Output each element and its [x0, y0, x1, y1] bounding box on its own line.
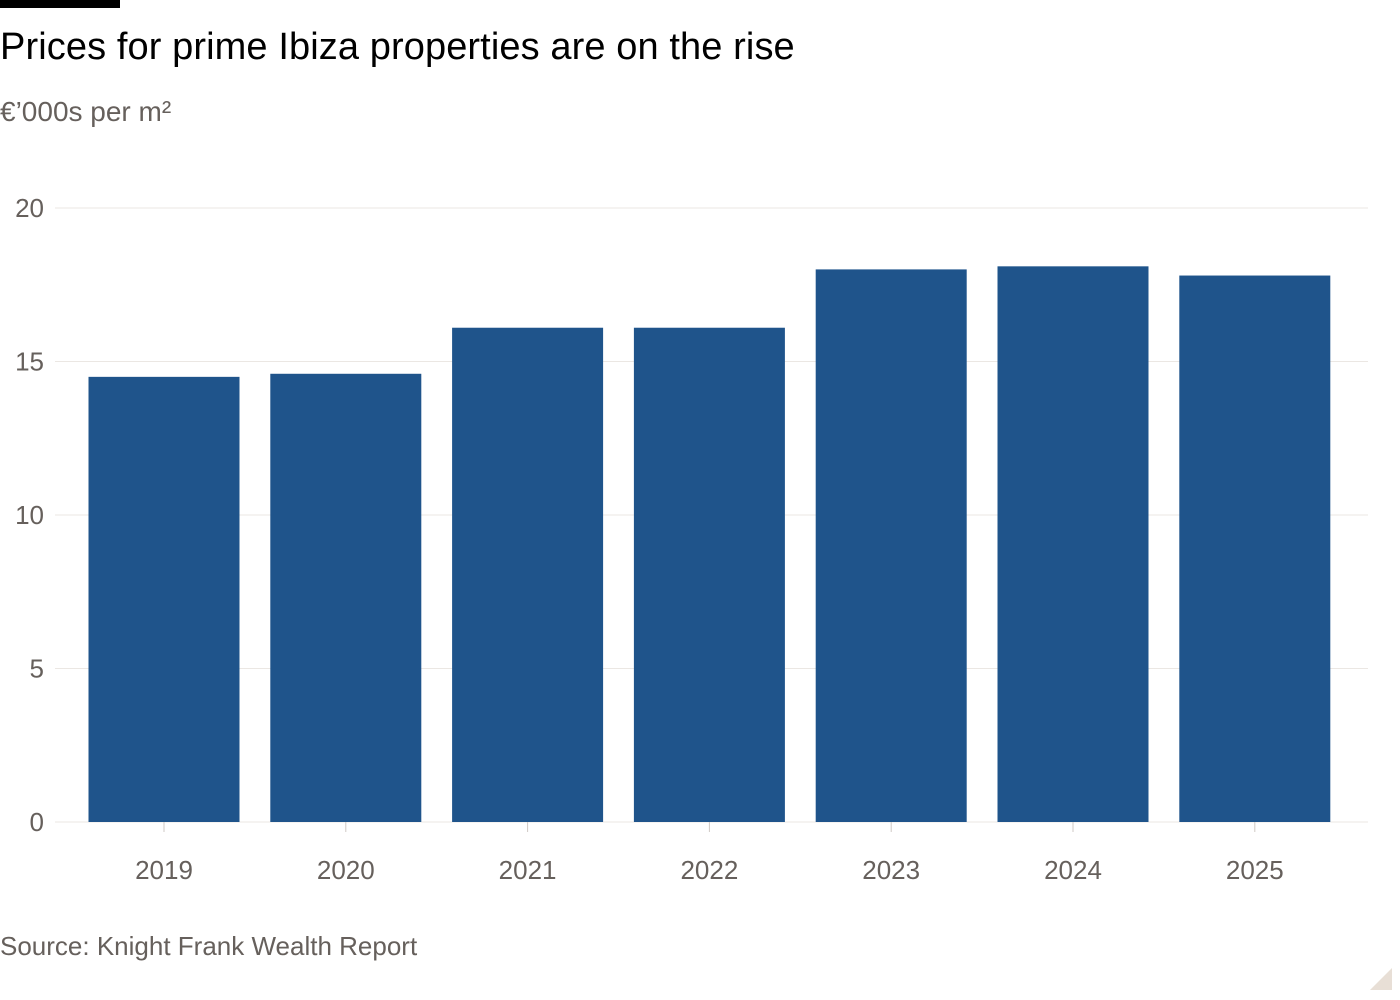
top-rule — [0, 0, 120, 8]
bar-chart: 0 5 10 15 20 2019 2020 2021 2022 2023 2024 2025 — [15, 193, 1368, 885]
bar-2020 — [270, 373, 422, 822]
bar-2021 — [452, 327, 604, 822]
bar-2023 — [815, 269, 967, 822]
x-tick-label: 2020 — [317, 855, 375, 885]
corner-fold-mark — [1370, 968, 1392, 990]
bar-2024 — [997, 266, 1149, 823]
x-tick-label: 2023 — [862, 855, 920, 885]
y-axis-ticks: 0 5 10 15 20 — [15, 193, 44, 837]
y-tick-label: 20 — [15, 193, 44, 223]
bar-2025 — [1179, 275, 1331, 822]
y-tick-label: 0 — [30, 807, 44, 837]
x-tick-label: 2022 — [680, 855, 738, 885]
x-tick-label: 2021 — [499, 855, 557, 885]
y-tick-label: 15 — [15, 347, 44, 377]
bar-2022 — [633, 327, 785, 822]
bars — [88, 266, 1331, 823]
chart-subtitle: €’000s per m² — [0, 96, 172, 127]
chart-title: Prices for prime Ibiza properties are on… — [0, 26, 795, 68]
x-tick-label: 2019 — [135, 855, 193, 885]
y-tick-label: 5 — [30, 654, 44, 684]
x-tick-label: 2024 — [1044, 855, 1102, 885]
x-tick-label: 2025 — [1226, 855, 1284, 885]
y-tick-label: 10 — [15, 500, 44, 530]
x-axis-ticks: 2019 2020 2021 2022 2023 2024 2025 — [135, 822, 1284, 885]
source-note: Source: Knight Frank Wealth Report — [0, 931, 418, 961]
bar-2019 — [88, 376, 240, 822]
